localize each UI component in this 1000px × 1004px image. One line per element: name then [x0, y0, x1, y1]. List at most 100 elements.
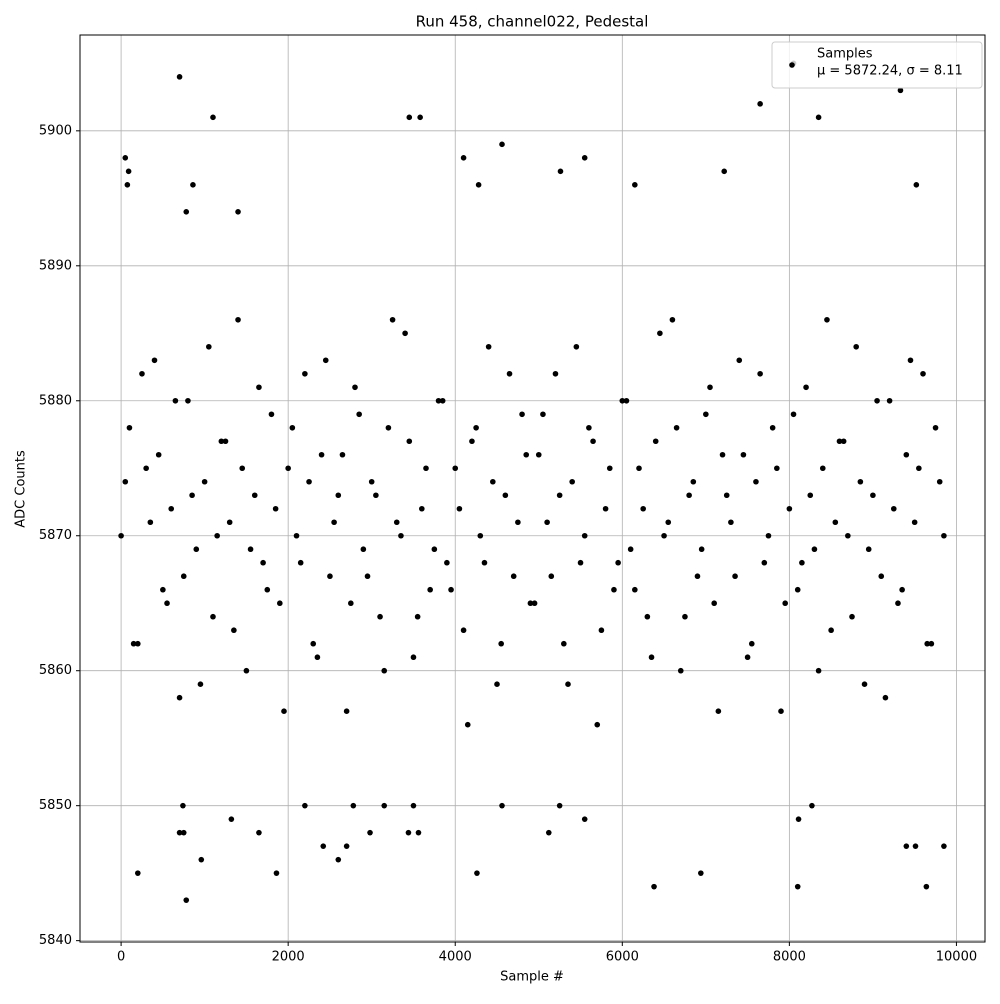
grid	[80, 35, 985, 942]
point	[561, 640, 567, 647]
point	[327, 573, 333, 580]
point	[130, 640, 137, 647]
point	[657, 330, 663, 337]
point	[907, 357, 914, 364]
point	[393, 519, 400, 526]
point	[155, 451, 162, 458]
point	[527, 600, 534, 607]
point	[531, 600, 538, 607]
point	[590, 438, 596, 445]
point	[473, 424, 479, 431]
point	[474, 870, 480, 876]
point	[289, 424, 296, 431]
x-tick-label: 8000	[773, 950, 806, 965]
point	[444, 559, 450, 566]
point	[786, 505, 793, 512]
y-tick-label: 5850	[39, 798, 72, 813]
point	[569, 478, 575, 485]
point	[373, 492, 379, 499]
point	[778, 708, 784, 715]
point	[235, 209, 241, 215]
point	[661, 532, 667, 539]
point	[176, 829, 183, 836]
point	[180, 829, 187, 836]
point	[339, 451, 346, 458]
point	[923, 883, 930, 890]
point	[385, 424, 392, 431]
point	[360, 546, 367, 553]
point	[794, 586, 801, 593]
point	[172, 397, 179, 404]
point	[903, 451, 910, 458]
point	[673, 424, 680, 431]
point	[435, 397, 442, 404]
point	[176, 694, 183, 701]
point	[769, 424, 776, 431]
x-tick-label: 2000	[272, 950, 305, 965]
point	[941, 843, 947, 849]
point	[126, 424, 133, 431]
point	[231, 627, 237, 634]
point	[615, 559, 621, 566]
point	[206, 343, 212, 350]
point	[611, 586, 617, 593]
point	[256, 829, 262, 836]
point	[719, 451, 726, 458]
point	[903, 843, 910, 849]
point	[840, 438, 847, 445]
y-axis-label: ADC Counts	[14, 450, 29, 528]
point	[694, 573, 701, 580]
point	[310, 640, 317, 647]
point	[861, 681, 868, 688]
legend-box	[771, 41, 983, 89]
point	[540, 411, 546, 418]
point	[557, 168, 564, 175]
point	[669, 316, 676, 323]
point	[268, 411, 275, 418]
point	[124, 182, 131, 188]
point	[122, 478, 129, 485]
point	[828, 627, 834, 634]
point	[335, 856, 342, 863]
point	[297, 559, 304, 566]
point	[222, 438, 229, 445]
point	[210, 613, 216, 620]
point	[686, 492, 692, 499]
point	[544, 519, 550, 526]
point	[913, 182, 920, 188]
point	[928, 640, 935, 647]
point	[367, 829, 373, 836]
point	[581, 816, 588, 822]
point	[272, 505, 279, 512]
point	[183, 209, 190, 215]
point	[594, 721, 601, 728]
point	[640, 505, 646, 512]
point	[586, 424, 592, 431]
point	[506, 370, 513, 377]
point	[228, 816, 235, 822]
point	[247, 546, 254, 553]
point	[606, 465, 613, 472]
point	[581, 532, 588, 539]
point	[761, 559, 768, 566]
point	[239, 465, 246, 472]
point	[243, 667, 250, 674]
point	[251, 492, 258, 499]
point	[548, 573, 555, 580]
point	[774, 465, 780, 472]
point	[515, 519, 521, 526]
y-tick-label: 5870	[39, 528, 72, 543]
point	[389, 316, 396, 323]
point	[682, 613, 688, 620]
point	[335, 492, 342, 499]
point	[427, 586, 433, 593]
point	[794, 883, 801, 890]
point	[707, 384, 713, 391]
point	[941, 532, 947, 539]
point	[197, 681, 204, 688]
point	[556, 802, 563, 809]
point	[277, 600, 283, 607]
point	[314, 654, 321, 661]
point	[235, 316, 241, 323]
point	[499, 141, 505, 148]
